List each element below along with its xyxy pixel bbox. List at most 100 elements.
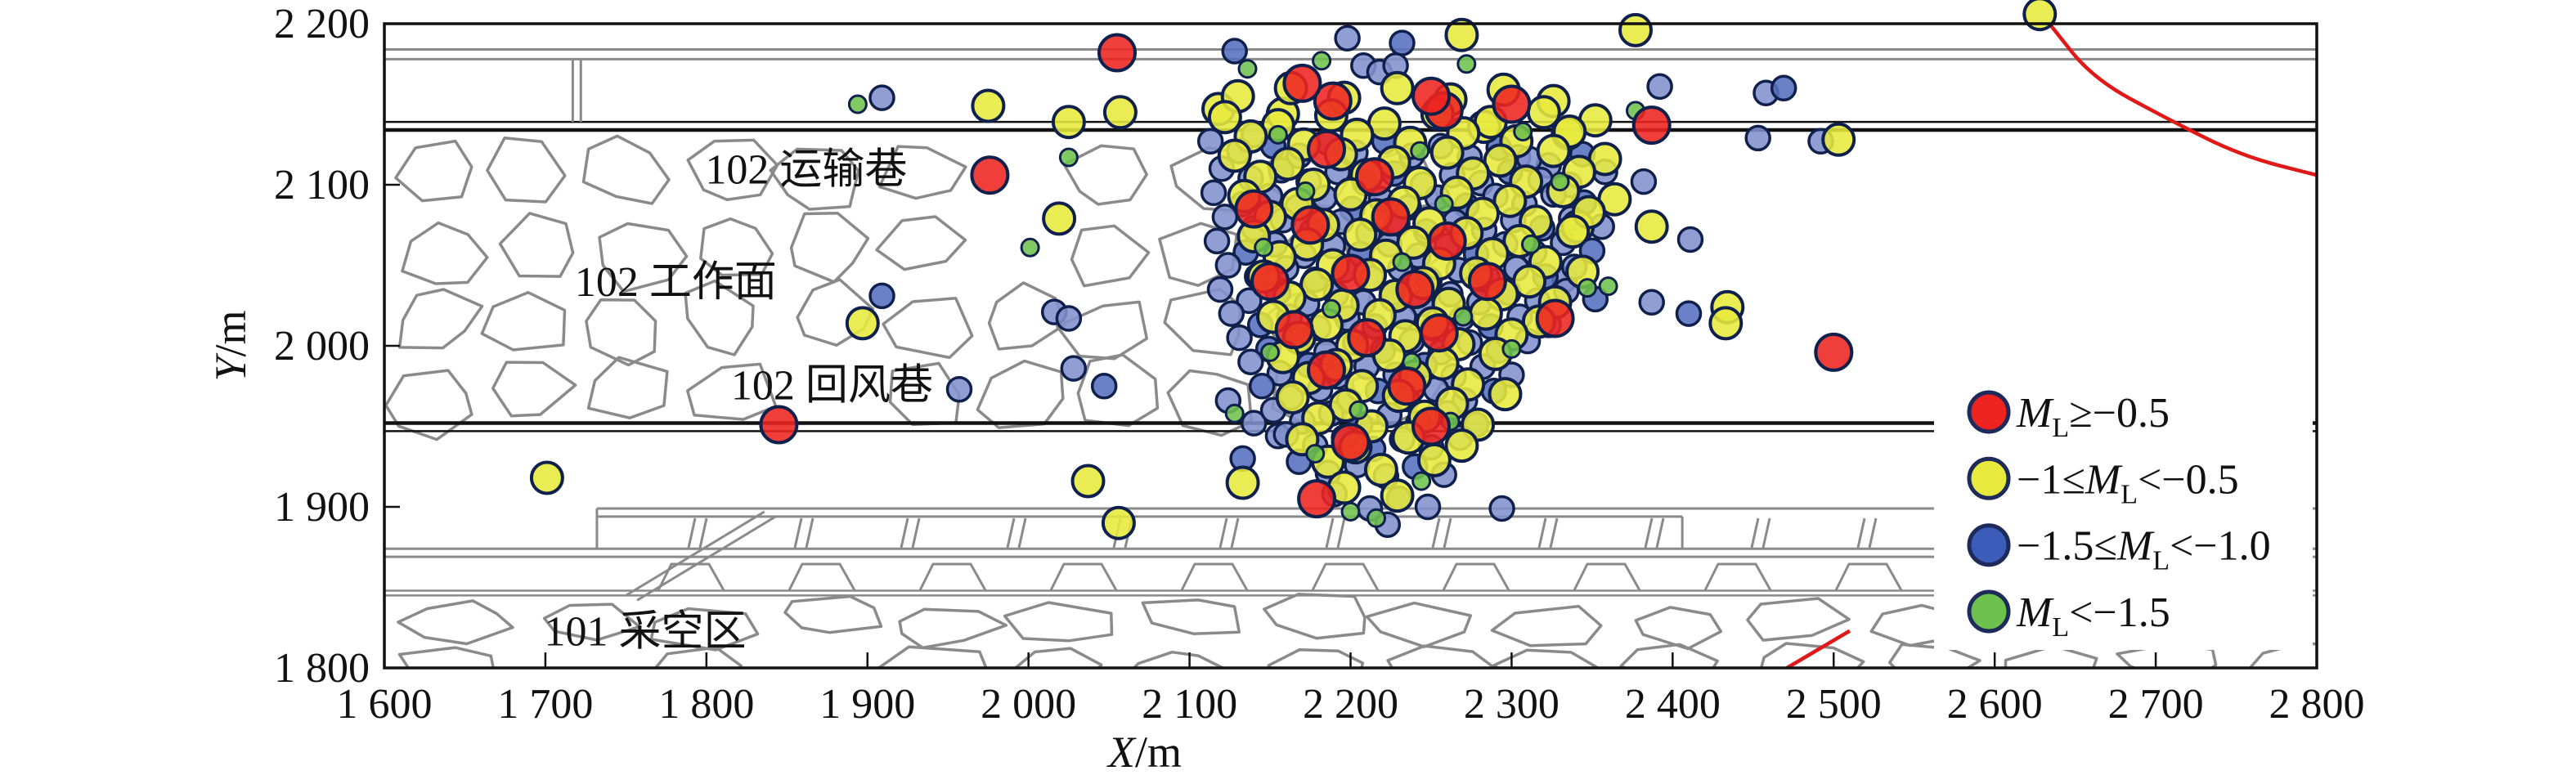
event-dot-green xyxy=(1577,278,1597,298)
goaf-cell xyxy=(649,607,760,652)
event-dot-yellow xyxy=(1101,505,1136,540)
legend-label: ML≥−0.5 xyxy=(2016,390,2170,443)
goaf-cell xyxy=(882,297,974,360)
goaf-cell xyxy=(1070,224,1151,288)
event-dot-green xyxy=(1312,51,1332,71)
event-dot-blue xyxy=(1744,124,1771,152)
event-dot-red xyxy=(1355,157,1394,197)
goaf-cell xyxy=(789,212,870,284)
goaf-cell xyxy=(769,147,860,211)
pillar-block xyxy=(1311,562,1380,591)
goaf-cell xyxy=(898,607,1008,650)
legend-row--1-le-ml-lt--0.5: −1≤ML<−0.5 xyxy=(1967,456,2239,509)
event-dot-blue xyxy=(1055,305,1083,332)
event-dot-red xyxy=(1535,298,1575,338)
event-dot-red xyxy=(1427,221,1467,261)
event-dot-yellow xyxy=(971,88,1006,123)
goaf-cell xyxy=(491,361,577,418)
event-dot-yellow xyxy=(529,460,564,495)
event-dot-blue xyxy=(868,282,895,310)
goaf-cell xyxy=(653,646,743,668)
legend-label: ML<−1.5 xyxy=(2016,589,2170,643)
y-tick-label: 2 200 xyxy=(274,1,370,47)
event-dot-blue xyxy=(1203,227,1231,255)
goaf-cell xyxy=(480,290,567,352)
legend-row--1.5-le-ml-lt--1.0: −1.5≤ML<−1.0 xyxy=(1967,523,2271,576)
pillar-strut xyxy=(1644,517,1654,549)
goaf-cell xyxy=(542,603,641,642)
event-dot-yellow xyxy=(1488,377,1523,412)
event-dot-green xyxy=(1456,54,1477,74)
goaf-cell xyxy=(1386,644,1497,668)
event-dot-red xyxy=(970,155,1010,195)
pillar-strut xyxy=(1761,517,1771,549)
event-dot-blue xyxy=(945,375,973,403)
goaf-cell xyxy=(1003,601,1114,643)
area-label: 101 采空区 xyxy=(544,609,746,656)
event-dot-green xyxy=(1349,400,1369,420)
goaf-cell xyxy=(1076,353,1160,428)
goaf-cell xyxy=(1166,369,1254,437)
event-dot-blue xyxy=(1389,29,1416,56)
event-dot-blue xyxy=(1226,324,1253,352)
goaf-cell xyxy=(796,278,875,347)
event-dot-blue xyxy=(1196,128,1224,155)
roadway-ramp xyxy=(636,515,777,602)
event-dot-red xyxy=(1250,262,1290,302)
goaf-cell xyxy=(486,136,567,204)
axis-ticks xyxy=(384,183,2157,668)
area-label: 102 工作面 xyxy=(575,259,777,306)
goaf-cell xyxy=(877,145,967,200)
goaf-cell xyxy=(498,212,575,278)
goaf-cell xyxy=(1746,597,1851,642)
event-dot-yellow xyxy=(1225,465,1260,500)
event-dot-green xyxy=(1224,403,1245,423)
event-dot-green xyxy=(1305,444,1326,464)
pillar-strut xyxy=(1537,517,1547,549)
event-dot-yellow xyxy=(1207,100,1242,135)
goaf-cell xyxy=(1263,593,1367,640)
event-dot-green xyxy=(1392,252,1412,272)
axis-tick-labels: 1 600 1 700 1 800 1 900 2 000 2 100 2 200 2 300… xyxy=(274,1,2365,728)
pillar-block xyxy=(788,562,856,591)
event-dot-green xyxy=(1434,194,1454,214)
legend-row-ml-ge--0.5: ML≥−0.5 xyxy=(1967,390,2170,443)
event-dot-yellow xyxy=(1492,183,1528,218)
event-dot-red xyxy=(1371,197,1411,237)
goaf-cell xyxy=(598,222,689,293)
event-dot-blue xyxy=(1488,495,1515,522)
goaf-cell xyxy=(586,356,669,419)
goaf-cell xyxy=(1490,604,1603,647)
goaf-cell xyxy=(1492,648,1601,668)
goaf-cell xyxy=(397,288,484,350)
legend-label: −1≤ML<−0.5 xyxy=(2017,456,2239,509)
pillar-strut xyxy=(1443,517,1452,549)
event-dot-red xyxy=(759,405,799,445)
pillar-strut xyxy=(1856,517,1866,549)
event-markers xyxy=(529,0,2058,540)
event-dot-red xyxy=(1492,84,1532,124)
event-dot-red xyxy=(1387,366,1427,406)
event-dot-green xyxy=(1237,59,1258,79)
goaf-cell xyxy=(1267,647,1364,668)
goaf-cell xyxy=(384,369,473,441)
event-dot-yellow xyxy=(1468,296,1503,331)
area-label: 102 回风巷 xyxy=(731,362,933,409)
pillar-strut xyxy=(1431,517,1441,549)
pillar-strut xyxy=(1325,517,1335,549)
event-dot-red xyxy=(1631,105,1672,146)
event-dot-green xyxy=(1501,338,1522,359)
event-dot-green xyxy=(1254,237,1274,258)
event-dot-blue xyxy=(1206,276,1234,303)
event-dot-green xyxy=(1410,141,1430,161)
legend-row-ml-lt--1.5: ML<−1.5 xyxy=(1967,589,2170,643)
goaf-cell xyxy=(1365,601,1473,648)
goaf-cell xyxy=(1158,222,1238,287)
area-label: 102 运输巷 xyxy=(705,146,907,193)
goaf-cell xyxy=(394,139,473,203)
event-dot-red xyxy=(1331,253,1371,293)
event-dot-blue xyxy=(1060,355,1088,382)
goaf-cell xyxy=(401,221,489,285)
event-dot-blue xyxy=(1630,168,1658,195)
